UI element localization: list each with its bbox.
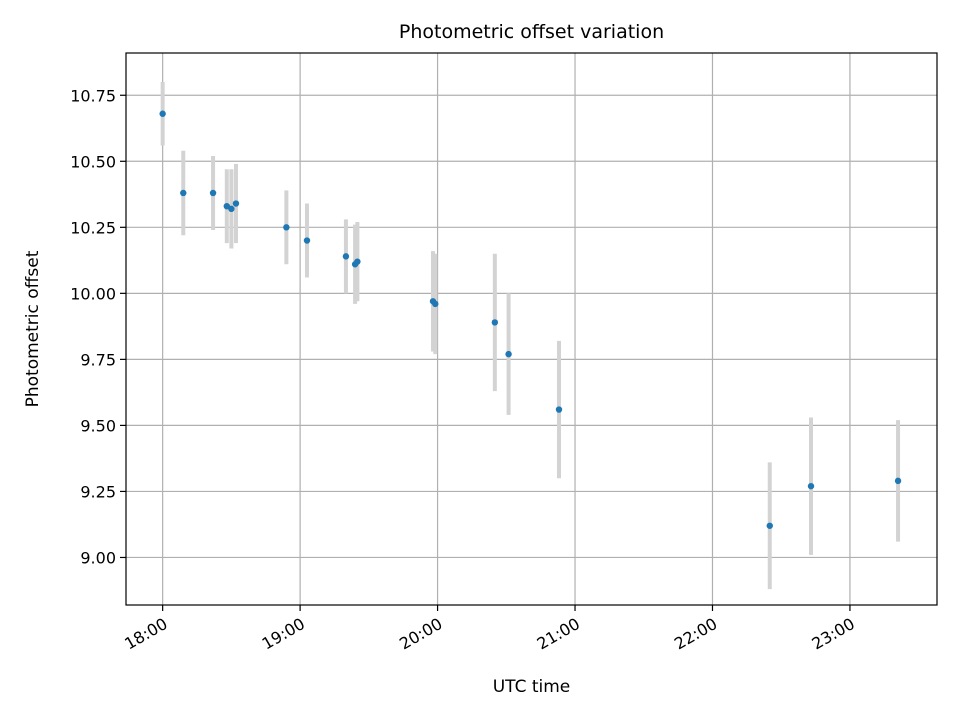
data-point	[491, 319, 499, 326]
data-point	[228, 205, 235, 213]
x-tick-label: 23:00	[809, 614, 858, 654]
x-axis-title: UTC time	[493, 677, 571, 697]
data-points	[159, 110, 902, 529]
error-bars	[160, 82, 901, 590]
data-point	[807, 482, 815, 490]
data-point	[555, 406, 563, 413]
data-point	[766, 522, 773, 529]
y-tick-label: 9.50	[80, 416, 116, 435]
data-point	[894, 477, 902, 485]
data-point	[342, 253, 350, 260]
y-tick-label: 10.25	[70, 218, 116, 237]
x-ticks: 18:00 19:00 20:00 21:00 22:00 23:00	[121, 605, 858, 654]
y-tick-label: 10.75	[70, 86, 116, 105]
x-tick-label: 18:00	[121, 614, 170, 654]
data-point	[159, 110, 166, 117]
x-tick-label: 19:00	[259, 614, 308, 654]
data-point	[303, 237, 311, 244]
plot-frame	[125, 52, 938, 606]
x-tick-label: 20:00	[396, 614, 445, 654]
data-point	[354, 258, 361, 265]
data-point	[432, 300, 439, 308]
data-point	[505, 350, 512, 358]
y-ticks: 9.00 9.25 9.50 9.75 10.00 10.25 10.50 10.75	[70, 86, 126, 567]
x-tick-label: 22:00	[671, 614, 720, 654]
x-tick-label: 21:00	[534, 614, 583, 654]
grid-lines	[126, 53, 937, 605]
y-tick-label: 9.00	[80, 548, 116, 567]
data-point	[232, 200, 240, 207]
chart-title: Photometric offset variation	[399, 21, 664, 43]
data-point	[209, 189, 217, 197]
data-point	[180, 189, 187, 197]
data-point	[283, 224, 290, 231]
y-axis-title: Photometric offset	[23, 250, 43, 407]
y-tick-label: 9.75	[80, 350, 116, 369]
y-tick-label: 10.50	[70, 152, 116, 171]
y-tick-label: 10.00	[70, 284, 116, 303]
y-tick-label: 9.25	[80, 482, 116, 501]
